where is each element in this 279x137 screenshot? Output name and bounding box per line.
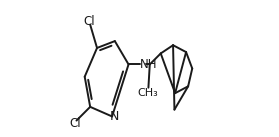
Text: N: N bbox=[109, 110, 119, 123]
Text: Cl: Cl bbox=[84, 15, 95, 28]
Text: NH: NH bbox=[140, 58, 158, 71]
Text: Cl: Cl bbox=[69, 117, 81, 130]
Text: CH₃: CH₃ bbox=[137, 88, 158, 98]
